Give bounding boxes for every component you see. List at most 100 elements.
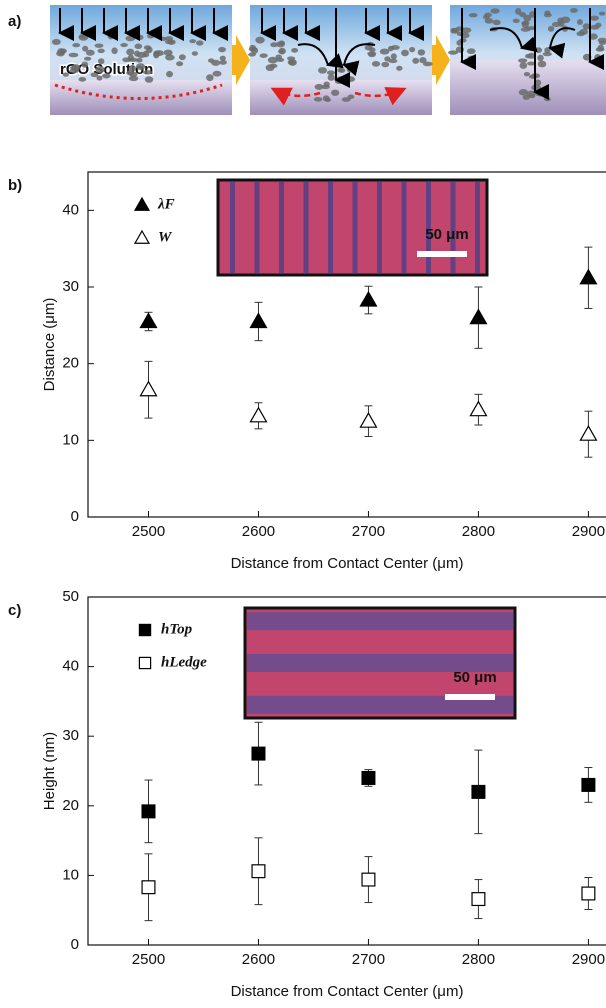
y-tick-label: 10 bbox=[62, 431, 79, 448]
flake bbox=[331, 89, 340, 96]
y-tick-label: 10 bbox=[62, 866, 79, 883]
flake bbox=[528, 93, 536, 99]
y-tick-label: 20 bbox=[62, 797, 79, 814]
flake bbox=[569, 8, 578, 13]
flake bbox=[72, 42, 81, 48]
flake bbox=[267, 56, 278, 64]
flake bbox=[534, 91, 542, 96]
flake bbox=[544, 10, 551, 16]
flake bbox=[409, 46, 416, 53]
flake bbox=[96, 75, 103, 81]
flake bbox=[83, 56, 92, 61]
marker bbox=[359, 290, 378, 307]
marker bbox=[138, 656, 152, 670]
flake bbox=[129, 71, 138, 77]
flake bbox=[379, 48, 390, 55]
flake bbox=[367, 51, 377, 56]
inset-stripe bbox=[401, 182, 407, 273]
legend-label: λF bbox=[157, 196, 175, 212]
flake bbox=[78, 77, 87, 82]
flake bbox=[560, 16, 571, 24]
inset-stripe bbox=[247, 612, 513, 631]
substrate bbox=[250, 80, 432, 115]
flake bbox=[134, 43, 143, 50]
flake bbox=[523, 14, 532, 22]
flake bbox=[219, 55, 226, 61]
flake bbox=[94, 43, 104, 48]
x-axis-label: Distance from Contact Center (μm) bbox=[231, 555, 464, 572]
marker bbox=[141, 804, 156, 819]
flake bbox=[176, 61, 184, 67]
flow-arrow bbox=[297, 43, 344, 69]
marker bbox=[249, 312, 268, 329]
flow-arrow bbox=[548, 27, 576, 59]
flake bbox=[542, 52, 552, 57]
flake bbox=[371, 60, 381, 67]
flake bbox=[450, 27, 457, 34]
marker bbox=[139, 380, 158, 397]
flake bbox=[522, 94, 531, 100]
flake bbox=[543, 97, 551, 102]
flake bbox=[313, 96, 323, 102]
flake bbox=[318, 67, 328, 74]
flake bbox=[551, 21, 562, 27]
flake bbox=[582, 23, 591, 30]
flake bbox=[178, 54, 186, 61]
flake bbox=[276, 41, 285, 48]
scale-bar-label: 50 μm bbox=[425, 226, 468, 243]
flake bbox=[512, 18, 520, 24]
flake bbox=[345, 76, 356, 83]
inset-border bbox=[243, 606, 517, 720]
flake bbox=[97, 58, 105, 65]
flake bbox=[147, 33, 155, 39]
inset-stripe bbox=[377, 182, 382, 273]
flake bbox=[136, 34, 144, 41]
flake bbox=[82, 45, 89, 52]
flake bbox=[341, 97, 351, 102]
x-tick-label: 2800 bbox=[462, 951, 495, 968]
flake bbox=[288, 59, 297, 66]
y-tick-label: 30 bbox=[62, 727, 79, 744]
contact-line bbox=[54, 83, 223, 100]
flake bbox=[523, 71, 531, 77]
schematic: rGO Solution bbox=[50, 5, 606, 115]
flake bbox=[535, 47, 543, 54]
flake bbox=[466, 48, 476, 55]
flake bbox=[278, 47, 286, 55]
inset-stripe bbox=[352, 182, 358, 273]
flake bbox=[248, 52, 256, 57]
flake bbox=[482, 14, 490, 20]
flake bbox=[521, 20, 530, 26]
flake bbox=[526, 61, 536, 66]
flake bbox=[143, 45, 152, 50]
flake bbox=[326, 70, 335, 76]
inset-stripe bbox=[303, 182, 309, 273]
flake bbox=[269, 63, 278, 69]
y-tick-label: 40 bbox=[62, 201, 79, 218]
marker bbox=[581, 886, 596, 901]
inset-stripe bbox=[247, 654, 513, 672]
flake bbox=[165, 54, 175, 61]
flake bbox=[85, 49, 95, 56]
flake bbox=[547, 25, 555, 32]
flake bbox=[206, 74, 214, 82]
flake bbox=[291, 47, 299, 53]
marker bbox=[469, 400, 488, 417]
flow-arrow bbox=[270, 87, 321, 106]
y-tick-label: 40 bbox=[62, 658, 79, 675]
marker bbox=[471, 892, 486, 907]
flake bbox=[381, 61, 390, 68]
flake bbox=[467, 55, 476, 62]
flake bbox=[276, 57, 285, 62]
marker bbox=[471, 784, 486, 799]
flake bbox=[519, 62, 528, 69]
x-tick-label: 2800 bbox=[462, 523, 495, 540]
flake bbox=[57, 48, 66, 56]
flake bbox=[531, 84, 541, 91]
flake bbox=[249, 44, 256, 50]
flow-arrow bbox=[489, 27, 538, 53]
flake bbox=[448, 50, 458, 55]
flake bbox=[323, 81, 330, 87]
flake bbox=[211, 59, 221, 66]
